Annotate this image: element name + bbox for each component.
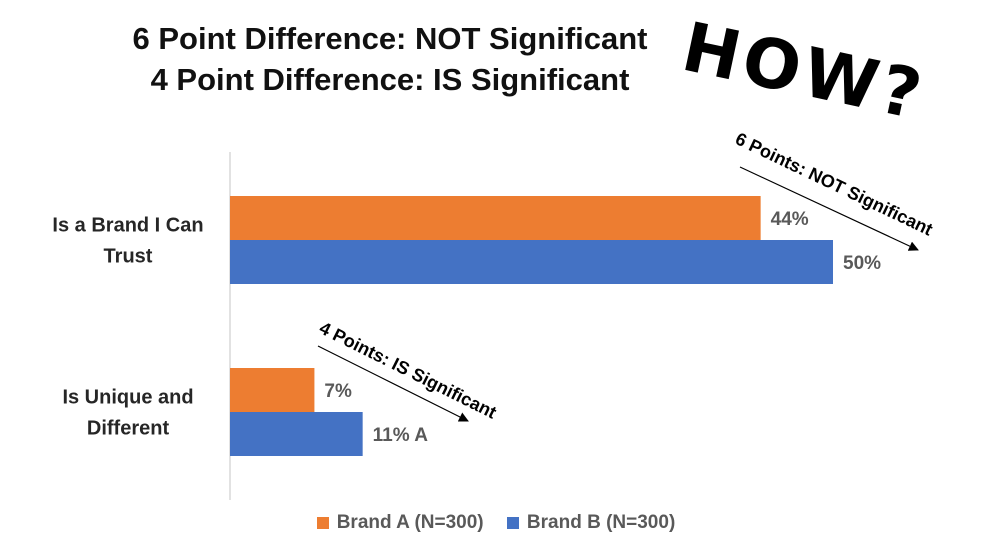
data-label-brand-a-cat-1: 7% <box>324 381 352 402</box>
legend-swatch-brand-a <box>316 517 329 529</box>
legend-swatch-brand-b <box>506 517 519 529</box>
legend-item-brand-b: Brand B (N=300) <box>506 512 676 534</box>
bar-brand-a-cat-0 <box>230 196 761 240</box>
category-label-1-line-1: Different <box>87 418 170 440</box>
bar-brand-b-cat-1 <box>230 412 363 456</box>
annotation-arrow-unique <box>317 345 469 422</box>
data-label-brand-a-cat-0: 44% <box>771 209 809 230</box>
bar-brand-a-cat-1 <box>230 368 315 412</box>
category-label-0-line-0: Is a Brand I Can <box>52 215 203 237</box>
annotation-is-significant: 4 Points: IS Significant <box>316 318 499 423</box>
annotation-not-significant: 6 Points: NOT Significant <box>732 129 936 240</box>
legend: Brand A (N=300) Brand B (N=300) <box>0 512 992 535</box>
chart-title-line-2: 4 Point Difference: IS Significant <box>150 62 630 97</box>
data-label-brand-b-cat-0: 50% <box>843 253 881 274</box>
legend-label-brand-a: Brand A (N=300) <box>336 512 484 533</box>
bar-brand-b-cat-0 <box>230 240 833 284</box>
chart-title-line-1: 6 Point Difference: NOT Significant <box>132 21 648 56</box>
category-label-0-line-1: Trust <box>104 246 153 268</box>
legend-item-brand-a: Brand A (N=300) <box>316 512 484 534</box>
legend-label-brand-b: Brand B (N=300) <box>526 512 676 533</box>
category-label-1-line-0: Is Unique and <box>62 387 193 409</box>
annotation-arrow-trust <box>739 166 919 251</box>
data-label-brand-b-cat-1: 11% A <box>373 425 429 446</box>
